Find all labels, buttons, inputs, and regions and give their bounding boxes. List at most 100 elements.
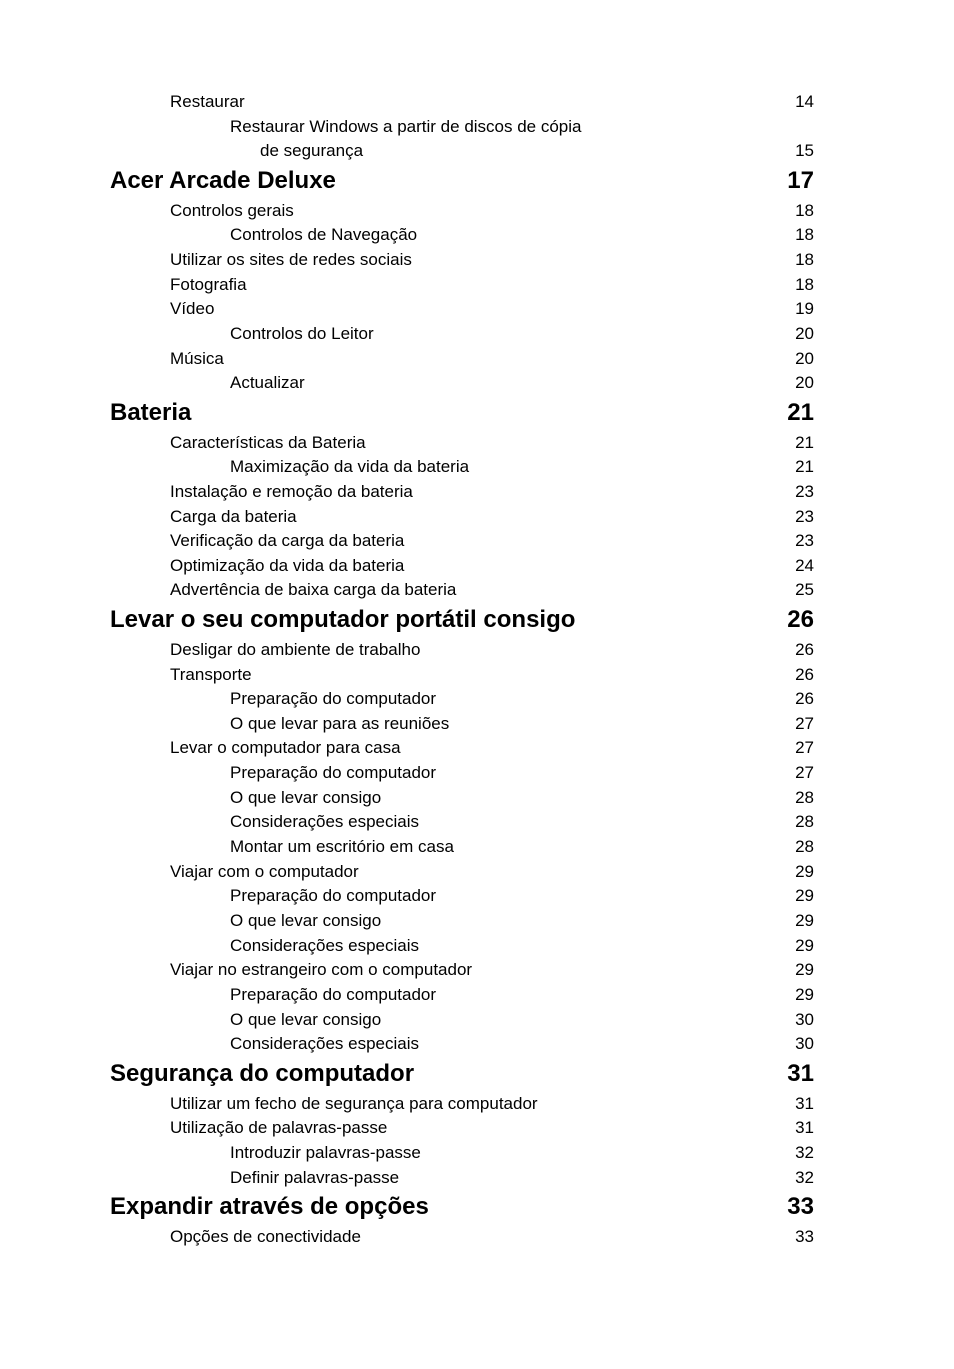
toc-title: Preparação do computador bbox=[230, 884, 774, 909]
toc-title: Bateria bbox=[110, 396, 774, 431]
toc-page-number: 32 bbox=[774, 1166, 814, 1191]
toc-page-number: 30 bbox=[774, 1032, 814, 1057]
toc-page-number: 33 bbox=[774, 1190, 814, 1225]
toc-entry: Actualizar20 bbox=[110, 371, 814, 396]
toc-page-number: 26 bbox=[774, 638, 814, 663]
toc-title: Preparação do computador bbox=[230, 761, 774, 786]
toc-page-number: 15 bbox=[774, 139, 814, 164]
toc-entry: Definir palavras-passe32 bbox=[110, 1166, 814, 1191]
toc-entry: Considerações especiais28 bbox=[110, 810, 814, 835]
toc-entry: Utilização de palavras-passe31 bbox=[110, 1116, 814, 1141]
toc-page-number: 23 bbox=[774, 529, 814, 554]
toc-entry: Utilizar um fecho de segurança para comp… bbox=[110, 1092, 814, 1117]
toc-page-number: 14 bbox=[774, 90, 814, 115]
toc-entry: de segurança15 bbox=[110, 139, 814, 164]
toc-page-number: 29 bbox=[774, 909, 814, 934]
toc-title: O que levar consigo bbox=[230, 909, 774, 934]
toc-title: Acer Arcade Deluxe bbox=[110, 164, 774, 199]
toc-page-number: 19 bbox=[774, 297, 814, 322]
toc-page-number: 31 bbox=[774, 1092, 814, 1117]
toc-entry: Utilizar os sites de redes sociais18 bbox=[110, 248, 814, 273]
toc-entry: Preparação do computador29 bbox=[110, 983, 814, 1008]
toc-entry: Levar o computador para casa27 bbox=[110, 736, 814, 761]
toc-title: Características da Bateria bbox=[170, 431, 774, 456]
toc-title: Maximização da vida da bateria bbox=[230, 455, 774, 480]
toc-page-number: 28 bbox=[774, 810, 814, 835]
toc-entry: Viajar com o computador29 bbox=[110, 860, 814, 885]
toc-entry: Instalação e remoção da bateria23 bbox=[110, 480, 814, 505]
toc-page-number: 30 bbox=[774, 1008, 814, 1033]
toc-title: Transporte bbox=[170, 663, 774, 688]
toc-entry: Preparação do computador29 bbox=[110, 884, 814, 909]
toc-page-number: 20 bbox=[774, 347, 814, 372]
toc-page-number: 23 bbox=[774, 505, 814, 530]
toc-entry: Fotografia18 bbox=[110, 273, 814, 298]
toc-page-number: 18 bbox=[774, 199, 814, 224]
toc-page-number: 29 bbox=[774, 884, 814, 909]
toc-title: Controlos do Leitor bbox=[230, 322, 774, 347]
toc-entry: Montar um escritório em casa28 bbox=[110, 835, 814, 860]
toc-title: Controlos de Navegação bbox=[230, 223, 774, 248]
toc-entry: O que levar consigo30 bbox=[110, 1008, 814, 1033]
toc-page-number: 27 bbox=[774, 712, 814, 737]
toc-page-number: 29 bbox=[774, 934, 814, 959]
toc-title: Montar um escritório em casa bbox=[230, 835, 774, 860]
toc-page-number: 29 bbox=[774, 958, 814, 983]
toc-entry: Advertência de baixa carga da bateria25 bbox=[110, 578, 814, 603]
toc-title: O que levar consigo bbox=[230, 1008, 774, 1033]
toc-entry: Considerações especiais30 bbox=[110, 1032, 814, 1057]
toc-title: Utilizar um fecho de segurança para comp… bbox=[170, 1092, 774, 1117]
toc-title: Viajar com o computador bbox=[170, 860, 774, 885]
toc-entry: Maximização da vida da bateria21 bbox=[110, 455, 814, 480]
toc-title: de segurança bbox=[260, 139, 774, 164]
toc-title: Levar o seu computador portátil consigo bbox=[110, 603, 774, 638]
toc-title: Introduzir palavras-passe bbox=[230, 1141, 774, 1166]
toc-page-number: 20 bbox=[774, 371, 814, 396]
toc-page-number: 18 bbox=[774, 223, 814, 248]
toc-title: Optimização da vida da bateria bbox=[170, 554, 774, 579]
toc-title: Vídeo bbox=[170, 297, 774, 322]
toc-page-number: 28 bbox=[774, 786, 814, 811]
toc-page-number: 29 bbox=[774, 860, 814, 885]
toc-title: O que levar consigo bbox=[230, 786, 774, 811]
table-of-contents: Restaurar14Restaurar Windows a partir de… bbox=[110, 90, 814, 1250]
toc-entry: Considerações especiais29 bbox=[110, 934, 814, 959]
toc-page-number: 18 bbox=[774, 248, 814, 273]
toc-page-number: 17 bbox=[774, 164, 814, 199]
toc-entry: Optimização da vida da bateria24 bbox=[110, 554, 814, 579]
toc-title: Verificação da carga da bateria bbox=[170, 529, 774, 554]
toc-title: Viajar no estrangeiro com o computador bbox=[170, 958, 774, 983]
toc-entry: Verificação da carga da bateria23 bbox=[110, 529, 814, 554]
toc-page-number: 26 bbox=[774, 603, 814, 638]
toc-entry: Desligar do ambiente de trabalho26 bbox=[110, 638, 814, 663]
toc-entry: Opções de conectividade33 bbox=[110, 1225, 814, 1250]
toc-title: Preparação do computador bbox=[230, 687, 774, 712]
toc-entry: Transporte26 bbox=[110, 663, 814, 688]
toc-title: Controlos gerais bbox=[170, 199, 774, 224]
toc-title: Utilização de palavras-passe bbox=[170, 1116, 774, 1141]
toc-entry: Carga da bateria23 bbox=[110, 505, 814, 530]
toc-entry: Preparação do computador27 bbox=[110, 761, 814, 786]
toc-entry: Controlos gerais18 bbox=[110, 199, 814, 224]
toc-page-number: 28 bbox=[774, 835, 814, 860]
toc-page-number: 32 bbox=[774, 1141, 814, 1166]
toc-title: Considerações especiais bbox=[230, 1032, 774, 1057]
toc-title: Actualizar bbox=[230, 371, 774, 396]
toc-title: O que levar para as reuniões bbox=[230, 712, 774, 737]
toc-entry: O que levar consigo29 bbox=[110, 909, 814, 934]
toc-title: Advertência de baixa carga da bateria bbox=[170, 578, 774, 603]
toc-page-number: 18 bbox=[774, 273, 814, 298]
toc-entry: Introduzir palavras-passe32 bbox=[110, 1141, 814, 1166]
toc-page-number: 21 bbox=[774, 455, 814, 480]
toc-page-number: 20 bbox=[774, 322, 814, 347]
toc-entry: Vídeo19 bbox=[110, 297, 814, 322]
toc-page-number: 29 bbox=[774, 983, 814, 1008]
toc-page-number: 31 bbox=[774, 1057, 814, 1092]
toc-entry: Expandir através de opções33 bbox=[110, 1190, 814, 1225]
toc-page-number: 26 bbox=[774, 663, 814, 688]
toc-entry: Restaurar14 bbox=[110, 90, 814, 115]
toc-title: Música bbox=[170, 347, 774, 372]
toc-title: Utilizar os sites de redes sociais bbox=[170, 248, 774, 273]
toc-entry: Restaurar Windows a partir de discos de … bbox=[110, 115, 814, 140]
toc-title: Desligar do ambiente de trabalho bbox=[170, 638, 774, 663]
